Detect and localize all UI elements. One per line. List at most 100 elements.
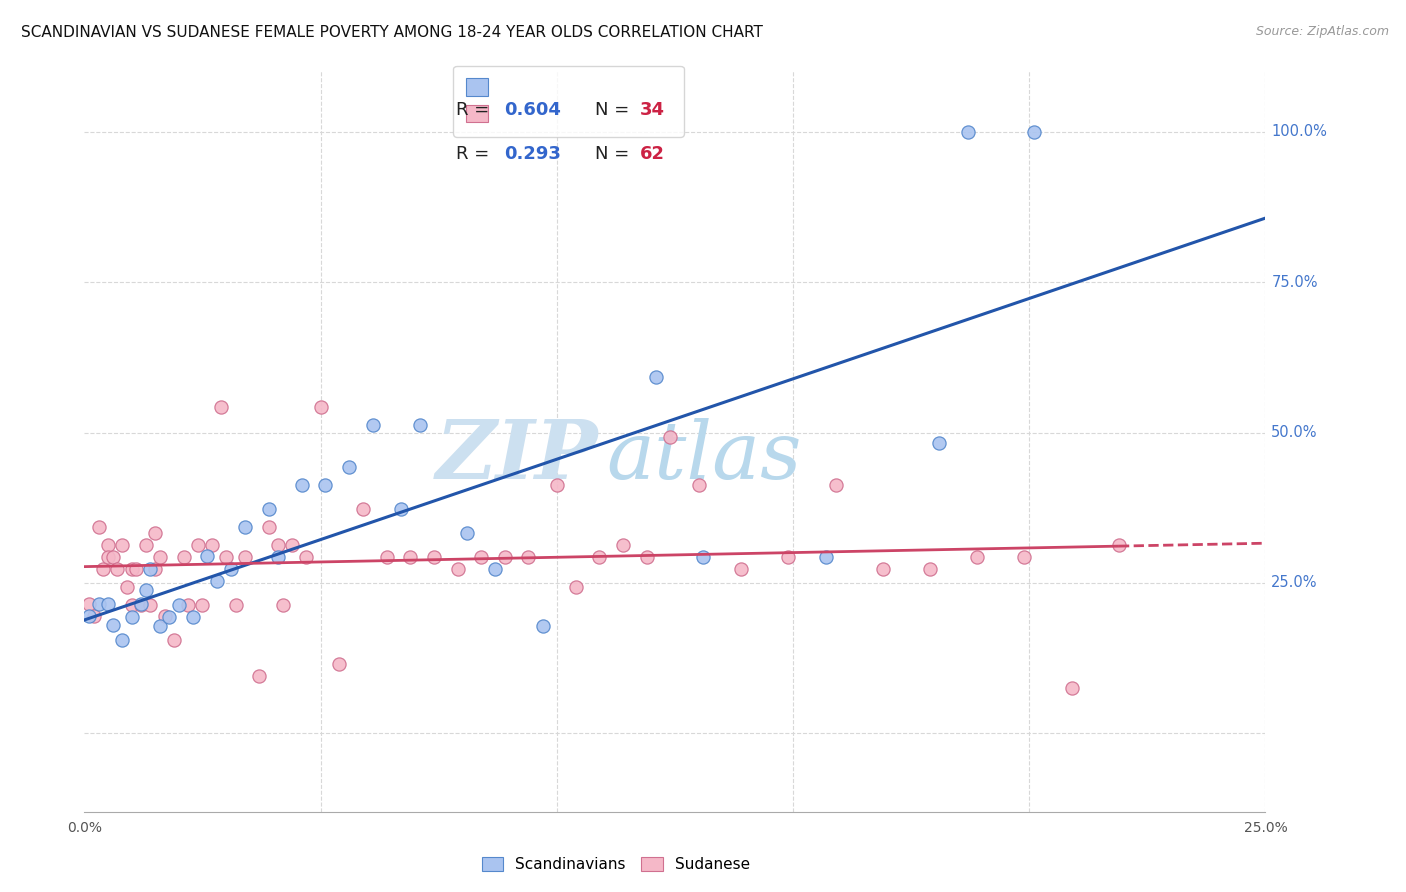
Point [692, 550, 714, 565]
Legend: Scandinavians, Sudanese: Scandinavians, Sudanese [475, 851, 756, 878]
Point [688, 478, 710, 492]
Point [135, 583, 157, 598]
Point [157, 610, 180, 624]
Point [173, 550, 195, 565]
Point [872, 562, 894, 576]
Point [1022, 124, 1045, 138]
Point [956, 124, 979, 138]
Point [139, 562, 162, 576]
Point [215, 550, 238, 565]
Point [149, 550, 172, 565]
Text: 62: 62 [640, 145, 665, 163]
Point [129, 597, 152, 611]
Point [328, 657, 350, 672]
Point [645, 369, 668, 384]
Text: 100.0%: 100.0% [1271, 124, 1327, 139]
Text: ZIP: ZIP [436, 417, 598, 496]
Text: 34: 34 [640, 101, 665, 119]
Point [1108, 538, 1130, 552]
Point [83, 609, 105, 624]
Point [91, 562, 114, 576]
Point [494, 550, 516, 565]
Point [153, 609, 176, 624]
Point [546, 478, 568, 492]
Text: Source: ZipAtlas.com: Source: ZipAtlas.com [1256, 25, 1389, 38]
Point [225, 599, 247, 613]
Point [143, 526, 166, 541]
Point [456, 526, 478, 541]
Point [195, 549, 218, 563]
Point [470, 550, 492, 565]
Point [659, 430, 682, 444]
Point [399, 550, 422, 565]
Point [247, 669, 270, 683]
Point [423, 550, 446, 565]
Point [281, 538, 304, 552]
Point [295, 550, 318, 565]
Point [139, 599, 162, 613]
Point [314, 478, 336, 492]
Point [778, 550, 800, 565]
Point [143, 562, 166, 576]
Point [352, 502, 374, 516]
Text: R =: R = [457, 145, 495, 163]
Point [267, 550, 290, 565]
Point [181, 610, 204, 624]
Point [928, 435, 950, 450]
Point [125, 562, 148, 576]
Point [446, 562, 468, 576]
Point [177, 599, 200, 613]
Point [484, 562, 506, 576]
Point [257, 502, 280, 516]
Text: R =: R = [457, 101, 495, 119]
Point [531, 619, 554, 633]
Point [101, 618, 124, 632]
Point [163, 633, 186, 648]
Point [233, 550, 256, 565]
Point [87, 520, 110, 534]
Point [291, 478, 314, 492]
Point [636, 550, 658, 565]
Point [271, 599, 294, 613]
Point [191, 599, 214, 613]
Point [129, 599, 152, 613]
Point [107, 562, 129, 576]
Point [209, 400, 232, 414]
Point [111, 633, 134, 648]
Point [966, 550, 988, 565]
Point [730, 562, 752, 576]
Point [257, 520, 280, 534]
Point [1060, 681, 1083, 696]
Point [409, 417, 432, 432]
Point [375, 550, 398, 565]
Text: N =: N = [595, 145, 634, 163]
Point [121, 599, 143, 613]
Text: 0.604: 0.604 [503, 101, 561, 119]
Point [149, 619, 172, 633]
Text: SCANDINAVIAN VS SUDANESE FEMALE POVERTY AMONG 18-24 YEAR OLDS CORRELATION CHART: SCANDINAVIAN VS SUDANESE FEMALE POVERTY … [21, 25, 763, 40]
Text: 75.0%: 75.0% [1271, 275, 1317, 290]
Point [361, 417, 384, 432]
Point [309, 400, 332, 414]
Point [564, 580, 586, 594]
Point [824, 478, 846, 492]
Point [97, 597, 120, 611]
Point [612, 538, 634, 552]
Point [121, 610, 143, 624]
Point [219, 562, 242, 576]
Point [77, 597, 100, 611]
Point [201, 538, 224, 552]
Point [121, 562, 143, 576]
Point [97, 538, 120, 552]
Point [77, 609, 100, 624]
Point [97, 550, 120, 565]
Point [115, 580, 138, 594]
Text: atlas: atlas [606, 417, 801, 495]
Point [517, 550, 540, 565]
Point [267, 538, 290, 552]
Point [918, 562, 941, 576]
Point [389, 502, 412, 516]
Text: 25.0%: 25.0% [1271, 575, 1317, 591]
Text: 0.293: 0.293 [503, 145, 561, 163]
Point [87, 597, 110, 611]
